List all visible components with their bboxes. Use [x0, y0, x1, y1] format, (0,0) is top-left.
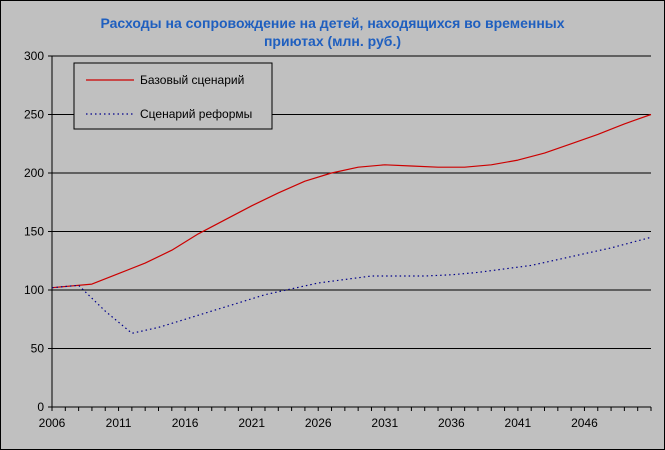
x-tick-label: 2046: [571, 416, 598, 430]
x-tick-label: 2036: [438, 416, 465, 430]
chart-title-line2: приютах (млн. руб.): [263, 33, 402, 49]
x-tick-label: 2041: [505, 416, 532, 430]
y-tick-label: 150: [24, 225, 44, 239]
chart-title-line1: Расходы на сопровождение на детей, наход…: [100, 15, 565, 31]
series-line-baseline: [51, 113, 652, 289]
legend-box: [73, 62, 273, 130]
y-tick-label: 100: [24, 283, 44, 297]
y-tick-label: 250: [24, 108, 44, 122]
x-tick-label: 2011: [106, 416, 132, 430]
y-tick-label: 0: [37, 400, 44, 414]
x-tick-label: 2031: [371, 416, 398, 430]
x-tick-label: 2021: [238, 416, 265, 430]
legend-label: Сценарий реформы: [140, 107, 252, 121]
x-tick-label: 2006: [39, 416, 66, 430]
x-tick-label: 2026: [305, 416, 332, 430]
y-tick-label: 300: [24, 49, 44, 63]
chart-title: Расходы на сопровождение на детей, наход…: [0, 14, 665, 50]
y-tick-label: 50: [31, 342, 45, 356]
legend-label: Базовый сценарий: [140, 73, 244, 87]
x-tick-label: 2016: [172, 416, 199, 430]
y-tick-label: 200: [24, 166, 44, 180]
